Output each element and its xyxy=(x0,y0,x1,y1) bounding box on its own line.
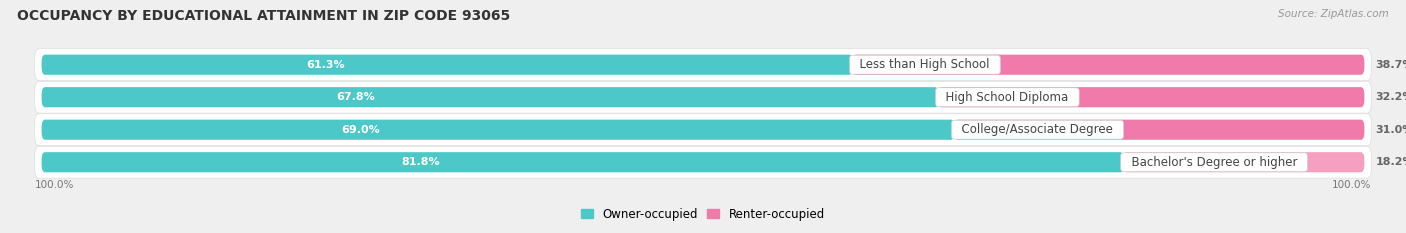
Text: 69.0%: 69.0% xyxy=(342,125,381,135)
Text: 38.7%: 38.7% xyxy=(1375,60,1406,70)
FancyBboxPatch shape xyxy=(42,55,852,75)
Text: 32.2%: 32.2% xyxy=(1375,92,1406,102)
Text: Bachelor's Degree or higher: Bachelor's Degree or higher xyxy=(1123,156,1305,169)
Text: 31.0%: 31.0% xyxy=(1375,125,1406,135)
Text: 67.8%: 67.8% xyxy=(336,92,375,102)
Text: 100.0%: 100.0% xyxy=(35,180,75,190)
Text: High School Diploma: High School Diploma xyxy=(938,91,1076,104)
Text: 18.2%: 18.2% xyxy=(1375,157,1406,167)
FancyBboxPatch shape xyxy=(955,120,1364,140)
FancyBboxPatch shape xyxy=(42,152,1123,172)
Text: College/Associate Degree: College/Associate Degree xyxy=(955,123,1121,136)
Text: 81.8%: 81.8% xyxy=(401,157,440,167)
FancyBboxPatch shape xyxy=(35,49,1371,81)
FancyBboxPatch shape xyxy=(938,87,1364,107)
Text: 61.3%: 61.3% xyxy=(307,60,344,70)
Text: Source: ZipAtlas.com: Source: ZipAtlas.com xyxy=(1278,9,1389,19)
FancyBboxPatch shape xyxy=(35,146,1371,178)
FancyBboxPatch shape xyxy=(42,87,938,107)
Text: OCCUPANCY BY EDUCATIONAL ATTAINMENT IN ZIP CODE 93065: OCCUPANCY BY EDUCATIONAL ATTAINMENT IN Z… xyxy=(17,9,510,23)
Text: 100.0%: 100.0% xyxy=(1331,180,1371,190)
FancyBboxPatch shape xyxy=(35,81,1371,113)
Text: Less than High School: Less than High School xyxy=(852,58,997,71)
FancyBboxPatch shape xyxy=(35,114,1371,146)
FancyBboxPatch shape xyxy=(852,55,1364,75)
FancyBboxPatch shape xyxy=(1123,152,1364,172)
Legend: Owner-occupied, Renter-occupied: Owner-occupied, Renter-occupied xyxy=(581,208,825,221)
FancyBboxPatch shape xyxy=(42,120,955,140)
